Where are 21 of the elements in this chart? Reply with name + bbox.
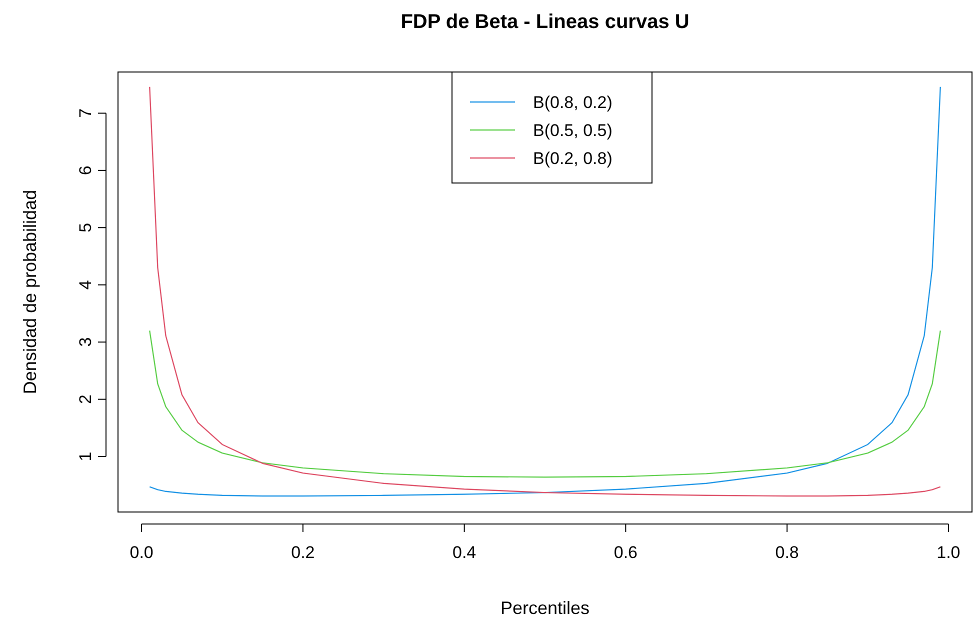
line-series — [149, 330, 941, 478]
y-tick-label: 3 — [76, 337, 95, 347]
x-tick-label: 0.0 — [130, 543, 154, 562]
legend-label: B(0.2, 0.8) — [533, 149, 612, 168]
y-tick-label: 4 — [76, 280, 95, 290]
x-tick-label: 0.6 — [614, 543, 638, 562]
y-tick-label: 1 — [76, 452, 95, 462]
legend-label: B(0.8, 0.2) — [533, 93, 612, 112]
x-tick-label: 0.4 — [452, 543, 476, 562]
legend-label: B(0.5, 0.5) — [533, 121, 612, 140]
x-tick-label: 1.0 — [936, 543, 960, 562]
y-tick-label: 6 — [76, 166, 95, 176]
x-tick-label: 0.2 — [291, 543, 315, 562]
x-axis-title: Percentiles — [500, 598, 590, 618]
y-tick-label: 5 — [76, 222, 95, 232]
y-axis-title: Densidad de probabilidad — [20, 190, 40, 394]
y-tick-label: 7 — [76, 108, 95, 118]
chart-title: FDP de Beta - Lineas curvas U — [400, 11, 690, 33]
y-tick-label: 2 — [76, 394, 95, 404]
x-tick-label: 0.8 — [775, 543, 799, 562]
line-series — [149, 86, 941, 497]
